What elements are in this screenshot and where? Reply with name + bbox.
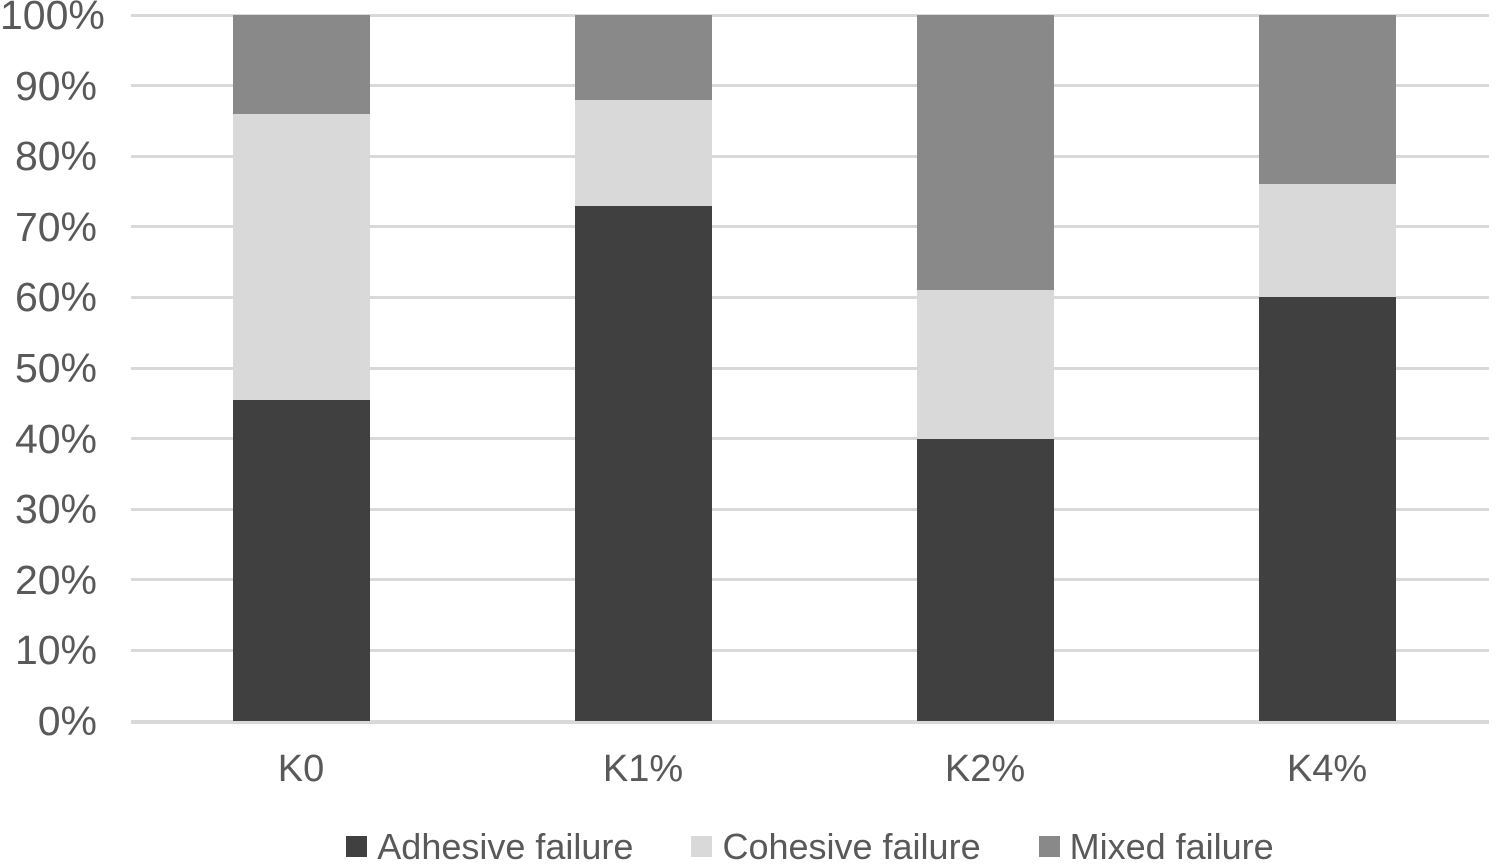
bar-k4pct <box>1258 15 1396 721</box>
x-tick-label-k2pct: K2% <box>944 748 1026 790</box>
segment-mixed-failure <box>574 15 712 100</box>
legend-marker-cohesive-failure <box>691 836 713 857</box>
legend-item-cohesive-failure: Cohesive failure <box>691 825 981 867</box>
gridline-10pct <box>131 648 1489 652</box>
segment-mixed-failure <box>1258 15 1396 185</box>
y-tick-label-50pct: 50% <box>14 345 97 391</box>
y-tick-label-20pct: 20% <box>14 556 97 603</box>
y-tick-label-40pct: 40% <box>14 415 97 462</box>
plot-area <box>131 13 1489 724</box>
y-tick-label-0pct: 0% <box>37 698 97 744</box>
segment-adhesive-failure <box>1258 297 1396 721</box>
y-tick-label-100pct: 100% <box>0 0 105 38</box>
bar-k0 <box>232 15 370 721</box>
y-tick-label-30pct: 30% <box>14 486 97 533</box>
gridline-0pct <box>131 719 1489 724</box>
segment-adhesive-failure <box>232 399 370 721</box>
x-tick-label-k4pct: K4% <box>1286 748 1368 790</box>
gridline-60pct <box>131 295 1489 299</box>
y-axis: 0% 10% 20% 30% 40% 50% 60% 70% 80% 90% 100% <box>0 0 105 867</box>
segment-cohesive-failure <box>1258 184 1396 298</box>
y-tick-label-70pct: 70% <box>14 203 97 250</box>
gridline-50pct <box>131 366 1489 370</box>
bar-k2pct <box>916 15 1054 721</box>
y-tick-label-60pct: 60% <box>14 274 97 321</box>
gridline-70pct <box>131 225 1489 229</box>
legend-item-mixed-failure: Mixed failure <box>1038 825 1274 867</box>
segment-adhesive-failure <box>916 438 1054 721</box>
x-tick-label-k0: K0 <box>277 748 325 790</box>
x-axis: K0 K1% K2% K4% <box>131 748 1489 792</box>
segment-cohesive-failure <box>232 113 370 400</box>
legend-label: Adhesive failure <box>377 825 634 867</box>
segment-cohesive-failure <box>574 99 712 206</box>
legend-label: Mixed failure <box>1069 825 1274 867</box>
gridline-80pct <box>131 154 1489 158</box>
segment-adhesive-failure <box>574 205 712 721</box>
legend-marker-mixed-failure <box>1038 836 1060 857</box>
y-tick-label-10pct: 10% <box>14 627 97 674</box>
segment-mixed-failure <box>232 15 370 114</box>
gridline-20pct <box>131 578 1489 582</box>
legend: Adhesive failure Cohesive failure Mixed fa… <box>131 826 1489 867</box>
gridline-40pct <box>131 437 1489 441</box>
segment-cohesive-failure <box>916 290 1054 439</box>
y-tick-label-90pct: 90% <box>14 62 97 109</box>
legend-marker-adhesive-failure <box>346 836 368 857</box>
segment-mixed-failure <box>916 15 1054 291</box>
gridline-90pct <box>131 84 1489 88</box>
bar-k1pct <box>574 15 712 721</box>
gridline-30pct <box>131 507 1489 511</box>
x-tick-label-k1pct: K1% <box>602 748 684 790</box>
legend-item-adhesive-failure: Adhesive failure <box>346 825 634 867</box>
legend-label: Cohesive failure <box>722 825 981 867</box>
gridline-100pct <box>131 13 1489 17</box>
y-tick-label-80pct: 80% <box>14 133 97 180</box>
